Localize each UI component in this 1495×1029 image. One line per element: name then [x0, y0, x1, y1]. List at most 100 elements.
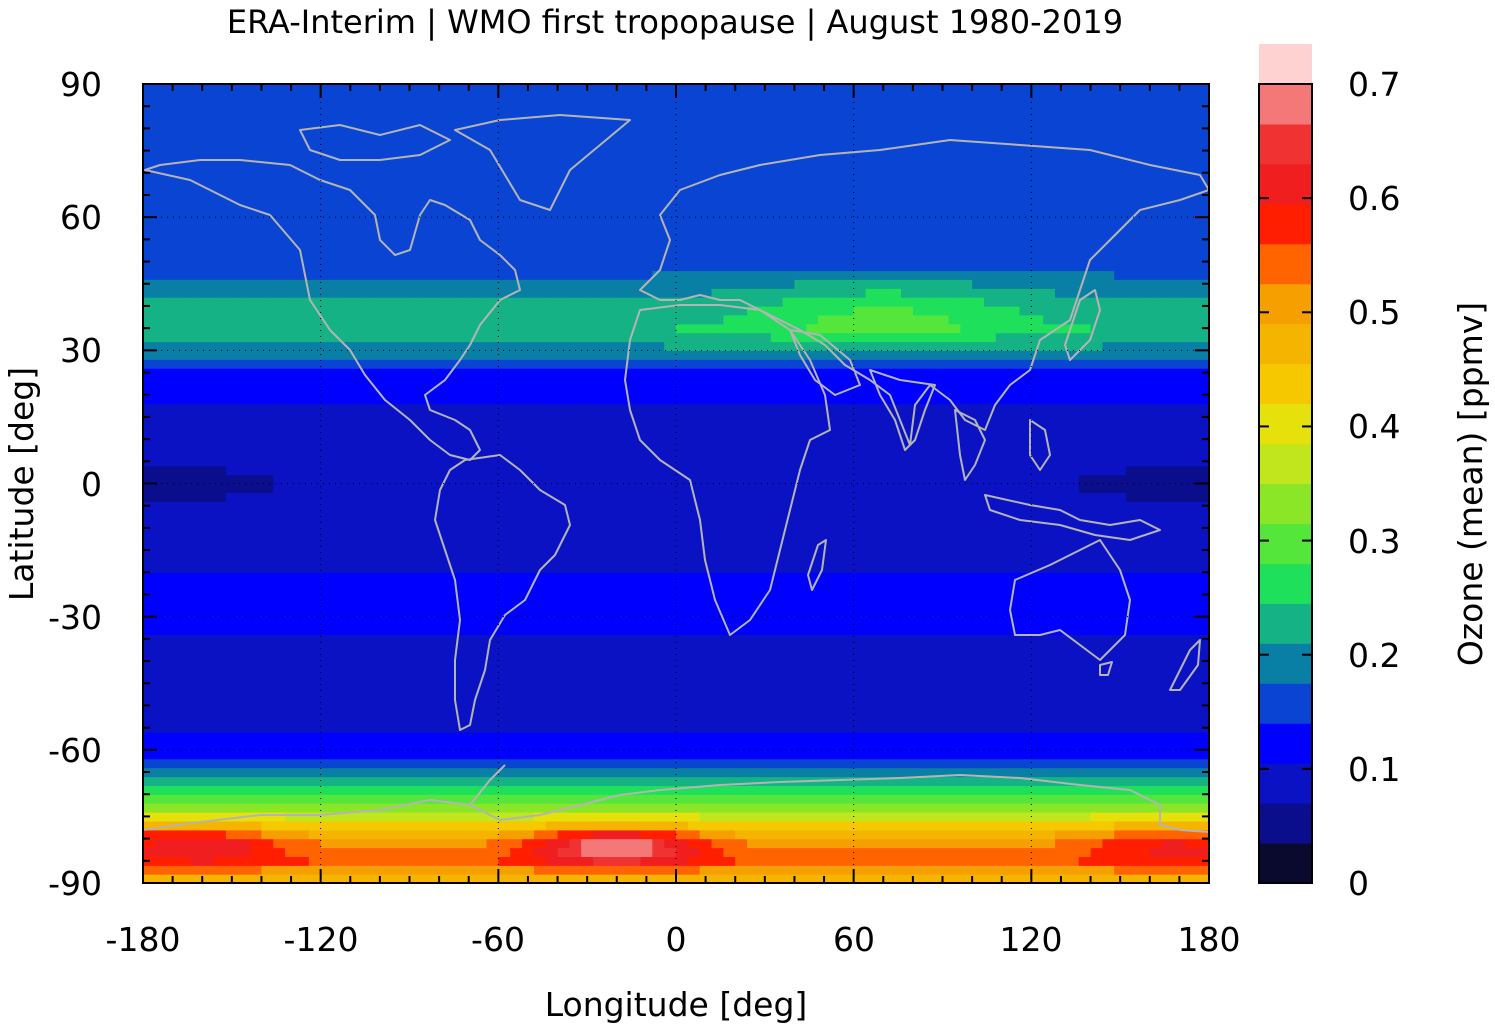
field-cell — [1090, 643, 1103, 653]
field-cell — [853, 669, 867, 680]
field-cell — [640, 838, 653, 849]
field-cell — [1007, 483, 1020, 493]
field-cell — [960, 820, 973, 831]
field-cell — [794, 492, 807, 502]
field-cell — [332, 741, 345, 751]
field-cell — [889, 527, 902, 538]
field-cell — [1066, 856, 1080, 866]
field-cell — [498, 412, 511, 422]
field-cell — [652, 607, 665, 618]
field-cell — [830, 598, 843, 609]
field-cell — [474, 643, 487, 653]
field-cell — [439, 847, 452, 857]
field-cell — [841, 598, 855, 609]
field-cell — [320, 394, 334, 405]
field-cell — [699, 643, 713, 653]
field-cell — [202, 669, 215, 680]
field-cell — [510, 474, 523, 485]
field-cell — [427, 767, 440, 778]
field-cell — [1126, 714, 1139, 724]
field-cell — [1066, 643, 1080, 653]
field-cell — [865, 803, 878, 813]
field-cell — [1114, 705, 1127, 715]
field-cell — [308, 403, 322, 414]
field-cell — [1173, 661, 1186, 671]
field-cell — [1102, 616, 1115, 627]
field-cell — [249, 519, 262, 529]
field-cell — [877, 678, 890, 689]
field-cell — [569, 820, 582, 831]
field-cell — [723, 652, 736, 662]
field-cell — [237, 687, 251, 698]
field-cell — [1161, 456, 1174, 467]
field-cell — [711, 669, 724, 680]
field-cell — [806, 874, 819, 883]
field-cell — [1161, 607, 1174, 618]
field-cell — [794, 714, 807, 724]
field-cell — [462, 456, 476, 467]
field-cell — [557, 474, 570, 485]
field-cell — [711, 643, 724, 653]
field-cell — [379, 510, 393, 520]
field-cell — [533, 394, 547, 405]
field-cell — [273, 705, 286, 715]
field-cell — [640, 510, 653, 520]
field-cell — [391, 687, 405, 698]
field-cell — [451, 803, 464, 813]
field-cell — [747, 732, 760, 742]
field-cell — [273, 465, 286, 476]
field-cell — [628, 554, 641, 564]
field-cell — [972, 669, 985, 680]
field-cell — [676, 474, 689, 485]
field-cell — [498, 652, 511, 662]
field-cell — [889, 590, 902, 600]
field-cell — [285, 652, 298, 662]
field-cell — [427, 820, 440, 831]
field-cell — [332, 705, 345, 715]
field-cell — [569, 465, 582, 476]
field-cell — [1161, 669, 1174, 680]
field-cell — [320, 510, 334, 520]
field-cell — [545, 385, 559, 396]
field-cell — [664, 625, 677, 635]
field-cell — [758, 723, 772, 733]
field-cell — [1090, 785, 1103, 795]
field-cell — [676, 430, 689, 440]
field-cell — [640, 652, 653, 662]
field-cell — [368, 838, 381, 849]
field-cell — [664, 758, 677, 769]
field-cell — [261, 829, 274, 840]
field-cell — [960, 465, 973, 476]
field-cell — [948, 510, 961, 520]
field-cell — [664, 838, 677, 849]
field-cell — [1114, 758, 1127, 769]
field-cell — [297, 776, 310, 786]
field-cell — [474, 616, 487, 627]
field-cell — [853, 776, 867, 786]
field-cell — [806, 439, 819, 449]
field-cell — [889, 536, 902, 547]
field-cell — [510, 492, 523, 502]
field-cell — [1126, 625, 1139, 635]
field-cell — [486, 492, 499, 502]
field-cell — [178, 590, 191, 600]
field-cell — [510, 874, 523, 883]
field-cell — [474, 501, 487, 511]
field-cell — [924, 749, 938, 760]
field-cell — [368, 403, 381, 414]
field-cell — [486, 412, 499, 422]
field-cell — [356, 812, 369, 822]
field-cell — [143, 421, 156, 431]
field-cell — [1137, 563, 1151, 573]
field-cell — [391, 421, 405, 431]
field-cell — [758, 785, 772, 795]
field-cell — [1149, 474, 1163, 485]
field-cell — [202, 465, 215, 476]
field-cell — [770, 661, 784, 671]
field-cell — [285, 430, 298, 440]
field-cell — [569, 847, 582, 857]
field-cell — [273, 430, 286, 440]
field-cell — [1185, 483, 1198, 493]
field-cell — [1102, 465, 1115, 476]
field-cell — [1173, 847, 1186, 857]
